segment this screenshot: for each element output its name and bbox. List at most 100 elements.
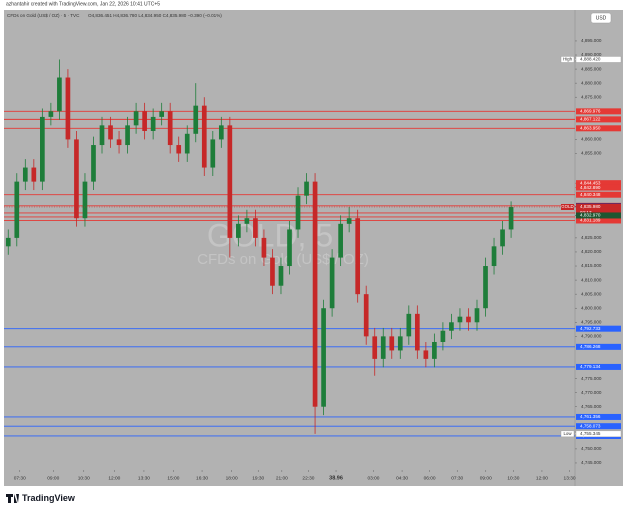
y-tick-label: 4,790.000 <box>581 334 602 339</box>
x-tick-label: 04:30 <box>396 475 408 481</box>
candle-body <box>253 218 258 238</box>
y-tick-label: 4,880.000 <box>581 80 602 85</box>
x-tick-label: 22:30 <box>302 475 314 481</box>
x-tick-label: 09:00 <box>47 475 59 481</box>
y-tick-label: 4,805.000 <box>581 291 602 296</box>
candle-body <box>159 111 165 117</box>
price-tag: 4,779.134 <box>580 364 601 369</box>
y-tick-label: 4,800.000 <box>581 305 602 310</box>
price-tag-bg <box>576 413 621 420</box>
candle-body <box>31 167 37 182</box>
candle-body <box>261 237 267 258</box>
candle-body <box>236 223 241 238</box>
candle-body <box>474 308 480 323</box>
candle-body <box>210 139 216 168</box>
currency-button[interactable] <box>590 12 612 24</box>
x-tick-label: 13:30 <box>138 475 150 481</box>
candle-body <box>338 223 343 258</box>
price-tag: 4,831.189 <box>580 218 601 223</box>
price-tag: 4,863.950 <box>580 126 601 131</box>
candle-body <box>397 336 403 351</box>
price-tag: 4,835.980 <box>580 204 601 209</box>
price-tag-bg <box>575 430 622 438</box>
x-tick-label: 12:00 <box>536 475 548 481</box>
candle-body <box>508 206 514 230</box>
y-tick-label: 4,820.000 <box>581 249 602 254</box>
candle-body <box>457 316 463 323</box>
candle-body <box>167 111 173 146</box>
price-tag: 4,758.073 <box>580 423 601 428</box>
candle-body <box>74 139 79 219</box>
candle-body <box>218 125 224 140</box>
price-tag-bg <box>576 363 621 370</box>
price-tag-bg <box>576 125 621 132</box>
y-tick-label: 4,855.000 <box>581 151 602 156</box>
price-tag: 4,842.890 <box>580 185 601 190</box>
price-tag: 4,844.453 <box>580 180 601 185</box>
candle-body <box>449 322 454 331</box>
y-tick-label: 4,875.000 <box>581 94 602 99</box>
marker-tag-bg <box>560 56 575 63</box>
candle-body <box>270 257 275 286</box>
y-tick-label: 4,885.000 <box>581 66 602 71</box>
currency[interactable]: USD <box>596 15 607 21</box>
y-tick-label: 4,895.000 <box>581 38 602 43</box>
candle-body <box>389 336 395 351</box>
candle-body <box>244 218 250 224</box>
y-tick-label: 4,890.000 <box>581 52 602 57</box>
candle-body <box>346 218 352 224</box>
price-tag-bg <box>576 343 621 350</box>
candle-body <box>500 229 505 247</box>
x-tick-label: 16:30 <box>196 475 208 481</box>
y-tick-label: 4,860.000 <box>581 137 602 142</box>
candle-body <box>125 125 130 146</box>
candle-body <box>227 125 233 238</box>
y-tick-label: 4,775.000 <box>581 376 602 381</box>
x-tick-label: 38.96 <box>329 475 343 481</box>
price-tag: 4,755.345 <box>580 431 601 436</box>
marker-tag-bg <box>560 430 575 438</box>
candle-body <box>355 218 361 295</box>
candle-body <box>201 105 207 168</box>
candle-body <box>287 229 292 267</box>
x-tick-label: 10:30 <box>507 475 519 481</box>
candle-body <box>372 336 378 359</box>
price-tag: 4,869.976 <box>580 109 601 114</box>
candle-body <box>380 336 386 359</box>
brand-logo <box>6 494 19 503</box>
candle-body <box>440 330 446 342</box>
candle-body <box>48 111 54 117</box>
marker-tag: GOLD <box>561 204 573 209</box>
price-tag-bg <box>576 191 621 198</box>
price-tag-bg <box>576 217 621 224</box>
candle-body <box>295 195 301 230</box>
y-tick-label: 4,770.000 <box>581 390 602 395</box>
x-tick-label: 06:00 <box>424 475 436 481</box>
marker-tag: High <box>563 57 573 62</box>
x-tick-label: 09:00 <box>480 475 492 481</box>
price-tag: 4,867.122 <box>580 117 601 122</box>
y-tick-label: 4,795.000 <box>581 320 602 325</box>
price-tag-bg <box>576 116 621 123</box>
candle-body <box>406 313 412 337</box>
price-tag-bg <box>576 423 621 430</box>
candle-body <box>321 308 326 407</box>
x-tick-label: 07:30 <box>451 475 463 481</box>
y-tick-label: 4,825.000 <box>581 235 602 240</box>
x-tick-label: 10:30 <box>78 475 90 481</box>
candle-body <box>116 139 122 146</box>
x-tick-label: 19:30 <box>252 475 264 481</box>
candle-body <box>176 145 182 154</box>
price-tag: 4,761.356 <box>580 414 601 419</box>
candle-body <box>82 181 88 219</box>
candle-body <box>312 181 318 407</box>
candle-body <box>491 246 497 267</box>
price-tag-bg <box>576 180 621 187</box>
price-tag-bg <box>576 203 621 210</box>
brand: TradingView <box>22 493 76 503</box>
candle-body <box>14 181 20 238</box>
price-tag-bg <box>576 184 621 191</box>
candle-body <box>466 316 471 323</box>
candle-body <box>142 111 147 131</box>
